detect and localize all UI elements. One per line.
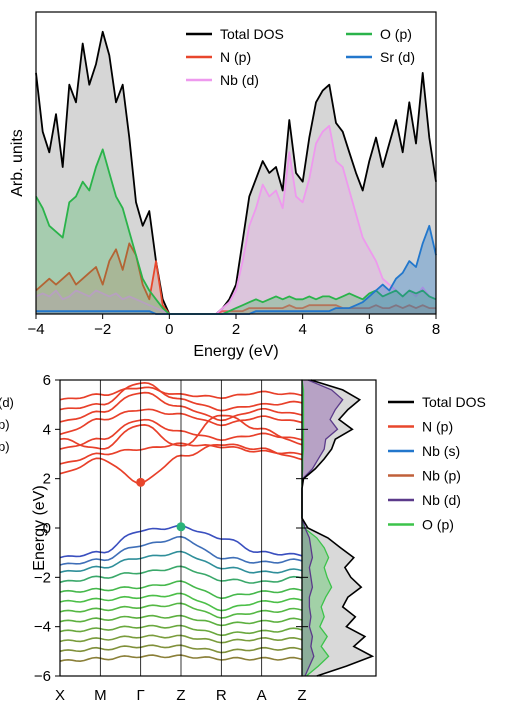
band-edge-marker — [176, 522, 186, 532]
kpoint-label: R — [216, 687, 227, 704]
pdos-legend-label-total-dos: Total DOS — [220, 26, 284, 42]
band-legend-label-o-p: O (p) — [422, 517, 454, 533]
pdos-area-nb-d — [36, 125, 436, 314]
band-y-tick-label: 6 — [43, 372, 51, 389]
band-y-tick-label: 0 — [43, 520, 51, 537]
side-dos-panel — [301, 379, 375, 677]
band-y-tick-label: −6 — [34, 668, 51, 685]
kpoint-label: A — [257, 687, 267, 704]
band-y-tick-label: −4 — [34, 619, 51, 636]
side-dos-total-fill — [302, 380, 373, 676]
pdos-areas — [35, 30, 437, 315]
clipped-legend: (d) p) p) — [0, 395, 14, 454]
band-legend-label-total-dos: Total DOS — [422, 394, 486, 410]
pdos-line-total-dos — [35, 30, 437, 315]
pdos-x-tick-label: 6 — [365, 321, 373, 338]
pdos-area-total-dos — [36, 31, 436, 315]
pdos-chart: −4 −2 0 2 4 6 8 Energy (eV) Arb. units Total D… — [9, 11, 440, 360]
kpoint-label: Γ — [137, 687, 145, 704]
pdos-x-tick-label: 0 — [165, 321, 173, 338]
pdos-area-o-p — [36, 149, 436, 314]
kpoint-label: M — [94, 687, 107, 704]
pdos-line-nb-d — [35, 124, 437, 315]
pdos-x-tick-label: −4 — [27, 321, 44, 338]
pdos-legend-label-o-p: O (p) — [380, 26, 412, 42]
band-y-ticks: 6 4 2 0 −2 −4 −6 — [34, 372, 308, 685]
band-legend-label-nb-s: Nb (s) — [422, 443, 460, 459]
band-edge-markers — [136, 477, 186, 532]
side-dos-np-fill — [302, 380, 343, 676]
kpoint-label: Z — [176, 687, 185, 704]
band-legend-label-nb-d: Nb (d) — [422, 492, 461, 508]
band-edge-marker — [136, 477, 146, 487]
band-legend-label-nb-p: Nb (p) — [422, 468, 461, 484]
band-y-tick-label: −2 — [34, 569, 51, 586]
pdos-x-axis-label: Energy (eV) — [193, 343, 278, 360]
pdos-legend-label-n-p: N (p) — [220, 49, 251, 65]
clipped-legend-label: (d) — [0, 395, 14, 410]
pdos-x-tick-label: −2 — [94, 321, 111, 338]
pdos-x-ticks: −4 −2 0 2 4 6 8 — [27, 314, 440, 338]
pdos-line-o-p — [35, 148, 437, 315]
band-y-tick-label: 4 — [43, 421, 51, 438]
band-legend-label-n-p: N (p) — [422, 419, 453, 435]
band-y-axis-label: Energy (eV) — [31, 485, 48, 570]
clipped-legend-label: p) — [0, 439, 10, 454]
pdos-area-n-p — [36, 243, 436, 314]
pdos-y-axis-label: Arb. units — [9, 129, 26, 197]
band-structure-chart: (d) p) p) 6 4 2 0 −2 −4 −6 X M Γ Z R A Z Energy (eV) T… — [0, 372, 486, 704]
pdos-legend: Total DOS N (p) Nb (d) O (p) Sr (d) — [186, 26, 415, 88]
band-y-tick-label: 2 — [43, 471, 51, 488]
pdos-x-tick-label: 4 — [298, 321, 306, 338]
clipped-legend-label: p) — [0, 417, 10, 432]
pdos-legend-label-nb-d: Nb (d) — [220, 72, 259, 88]
kpoint-label: Z — [297, 687, 306, 704]
kpoint-dividers — [99, 380, 263, 676]
pdos-area-sr-d — [36, 225, 436, 314]
pdos-x-tick-label: 8 — [432, 321, 440, 338]
pdos-legend-label-sr-d: Sr (d) — [380, 49, 415, 65]
pdos-x-tick-label: 2 — [232, 321, 240, 338]
kpoint-label: X — [55, 687, 65, 704]
band-legend: Total DOS N (p) Nb (s) Nb (p) Nb (d) O (p) — [388, 394, 486, 533]
pdos-line-n-p — [35, 242, 436, 315]
